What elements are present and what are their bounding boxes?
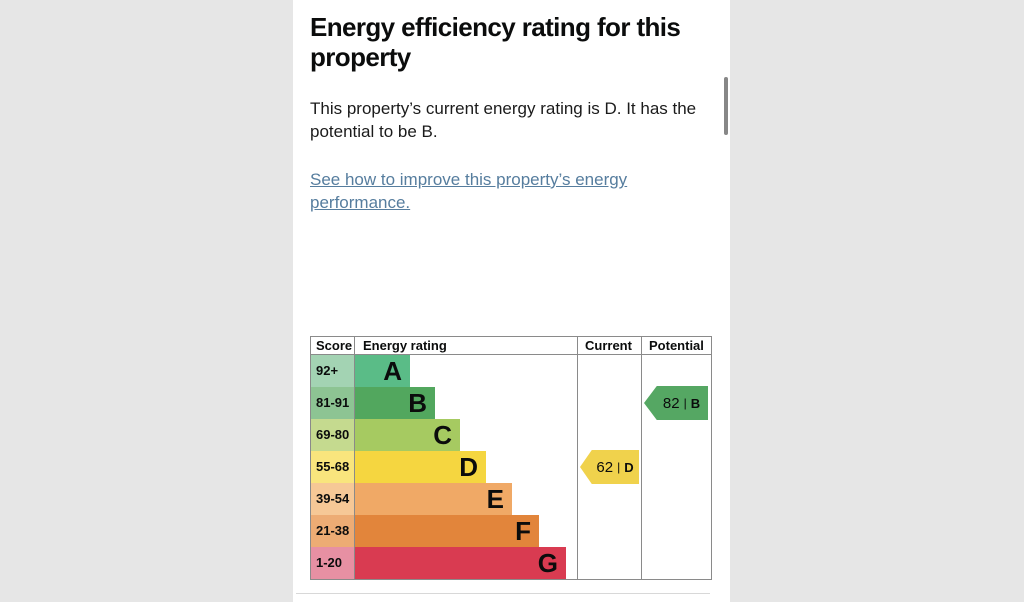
epc-band-letter: E xyxy=(486,484,504,514)
epc-band-row-a: 92+ A xyxy=(311,355,711,387)
improve-performance-link[interactable]: See how to improve this property’s energ… xyxy=(310,170,628,212)
epc-band-letter: D xyxy=(459,452,478,482)
epc-band-bar: G xyxy=(355,547,566,579)
epc-rating-cell: A xyxy=(355,355,578,387)
epc-band-bar: A xyxy=(355,355,410,387)
arrow-separator: | xyxy=(617,460,621,474)
epc-band-bar: F xyxy=(355,515,539,547)
epc-band-letter: A xyxy=(383,356,402,386)
epc-potential-cell xyxy=(642,515,711,547)
scrollbar-thumb[interactable] xyxy=(724,77,728,135)
epc-chart: Score Energy rating Current Potential 92… xyxy=(310,336,712,580)
epc-band-row-c: 69-80 C xyxy=(311,419,711,451)
epc-band-row-g: 1-20 G xyxy=(311,547,711,579)
epc-band-bar: D xyxy=(355,451,486,483)
epc-potential-cell xyxy=(642,451,711,483)
content-panel: Energy efficiency rating for this proper… xyxy=(293,0,730,602)
epc-band-letter: C xyxy=(433,420,452,450)
epc-potential-cell xyxy=(642,355,711,387)
arrow-separator: | xyxy=(683,396,687,410)
page-title: Energy efficiency rating for this proper… xyxy=(310,12,681,72)
epc-current-cell xyxy=(578,387,642,419)
epc-score-cell: 21-38 xyxy=(311,515,355,547)
epc-rating-cell: F xyxy=(355,515,578,547)
potential-letter: B xyxy=(690,395,701,411)
epc-rating-cell: D xyxy=(355,451,578,483)
epc-header-score: Score xyxy=(311,337,355,354)
epc-header-potential: Potential xyxy=(649,338,704,353)
epc-potential-cell xyxy=(642,547,711,579)
epc-current-cell xyxy=(578,483,642,515)
epc-header-current: Current xyxy=(578,337,642,354)
epc-score-cell: 55-68 xyxy=(311,451,355,483)
epc-rating-cell: E xyxy=(355,483,578,515)
current-value: 62 xyxy=(596,458,614,476)
epc-score-cell: 1-20 xyxy=(311,547,355,579)
epc-score-cell: 92+ xyxy=(311,355,355,387)
epc-band-bar: E xyxy=(355,483,512,515)
section-break-divider xyxy=(296,593,710,594)
epc-potential-cell xyxy=(642,483,711,515)
epc-current-cell xyxy=(578,355,642,387)
epc-current-cell xyxy=(578,419,642,451)
epc-potential-cell xyxy=(642,419,711,451)
epc-header-rating: Energy rating xyxy=(355,337,578,354)
epc-rating-cell: C xyxy=(355,419,578,451)
epc-band-letter: G xyxy=(537,548,558,578)
current-letter: D xyxy=(624,459,634,475)
epc-rating-cell: G xyxy=(355,547,578,579)
epc-current-cell xyxy=(578,515,642,547)
epc-band-letter: F xyxy=(515,516,531,546)
epc-band-row-b: 81-91 B 82 | B xyxy=(311,386,711,420)
epc-band-row-f: 21-38 F xyxy=(311,515,711,547)
epc-band-bar: C xyxy=(355,419,460,451)
epc-band-bar: B xyxy=(355,387,435,419)
epc-band-letter: B xyxy=(408,388,427,418)
epc-current-cell xyxy=(578,547,642,579)
epc-score-cell: 39-54 xyxy=(311,483,355,515)
epc-current-cell: 62 | D xyxy=(578,450,642,484)
potential-rating-arrow: 82 | B xyxy=(644,386,708,420)
epc-rating-cell: B xyxy=(355,387,578,419)
epc-score-cell: 81-91 xyxy=(311,387,355,419)
potential-value: 82 xyxy=(662,394,680,412)
intro-text: This property’s current energy rating is… xyxy=(310,99,697,141)
epc-potential-cell: 82 | B xyxy=(642,386,711,420)
epc-band-row-d: 55-68 D 62 | D xyxy=(311,450,711,484)
epc-score-cell: 69-80 xyxy=(311,419,355,451)
current-rating-arrow: 62 | D xyxy=(580,450,639,484)
epc-header-row: Score Energy rating Current Potential xyxy=(311,337,711,355)
epc-band-row-e: 39-54 E xyxy=(311,483,711,515)
